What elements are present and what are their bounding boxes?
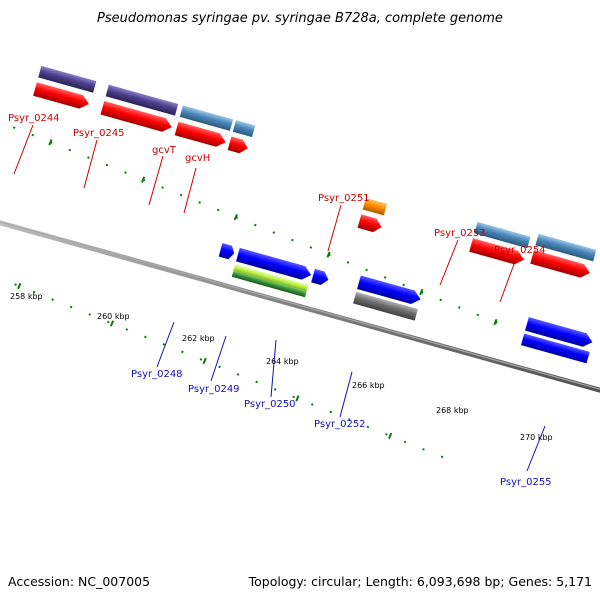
scale-label-258: 258 kbp [10,292,43,301]
gene-gcvh[interactable] [232,120,256,138]
scale-label-262: 262 kbp [182,334,215,343]
forward-gene-track [38,65,597,262]
gene-gcvt[interactable] [179,105,234,131]
forward-cds-track [33,82,592,280]
scale-label-270: 270 kbp [520,433,553,442]
genome-backbone [0,220,600,393]
label-psyr-0249[interactable]: Psyr_0249 [188,384,240,395]
gene-psyr-0249-lime[interactable] [233,264,309,292]
upper-tick-track [12,126,498,326]
cds-psyr-0252[interactable] [357,275,422,306]
label-psyr-0254[interactable]: Psyr_0254 [494,245,546,256]
cds-psyr-0244[interactable] [33,82,91,111]
label-psyr-0255[interactable]: Psyr_0255 [500,477,552,488]
cds-gcvt[interactable] [174,121,228,149]
label-psyr-0252[interactable]: Psyr_0252 [314,419,366,430]
cds-psyr-0245[interactable] [100,101,174,134]
reverse-gene-track [231,264,590,364]
label-psyr-0244[interactable]: Psyr_0244 [8,113,60,124]
gene-psyr-0249-green[interactable] [231,271,307,298]
scale-label-260: 260 kbp [97,312,130,321]
gene-psyr-0245[interactable] [105,84,179,116]
forward-labels: Psyr_0244 Psyr_0245 gcvT gcvH Psyr_0251 … [8,113,546,303]
label-gcvt[interactable]: gcvT [152,145,177,156]
scale-label-264: 264 kbp [266,357,299,366]
label-psyr-0245[interactable]: Psyr_0245 [73,128,125,139]
cds-gcvh[interactable] [227,136,250,156]
topology-text: Topology: circular; Length: 6,093,698 bp… [248,574,592,589]
cds-psyr-0251[interactable] [357,214,384,234]
gene-psyr-0253[interactable] [474,221,531,249]
label-gcvh[interactable]: gcvH [185,153,210,164]
label-psyr-0248[interactable]: Psyr_0248 [131,369,183,380]
label-psyr-0250[interactable]: Psyr_0250 [244,399,296,410]
scale-label-268: 268 kbp [436,406,469,415]
reverse-labels: Psyr_0248 Psyr_0249 Psyr_0250 Psyr_0252 … [131,321,552,488]
scale-label-266: 266 kbp [352,381,385,390]
gene-psyr-0255[interactable] [521,333,590,364]
cds-psyr-0254[interactable] [530,250,592,280]
scale-labels: 258 kbp 260 kbp 262 kbp 264 kbp 266 kbp … [10,292,553,442]
gene-psyr-0252[interactable] [353,291,418,321]
label-psyr-0251[interactable]: Psyr_0251 [318,193,370,204]
lower-tick-track [14,282,444,459]
gene-psyr-0251[interactable] [362,197,388,216]
cds-psyr-0250[interactable] [311,268,330,287]
cds-psyr-0248[interactable] [218,243,236,260]
map-title: Pseudomonas syringae pv. syringae B728a,… [97,11,503,26]
cds-psyr-0255[interactable] [525,317,594,349]
cds-psyr-0249[interactable] [236,247,313,282]
reverse-cds-track [218,243,594,349]
gene-psyr-0244[interactable] [38,65,97,93]
gene-psyr-0254[interactable] [535,233,597,262]
accession-text: Accession: NC_007005 [8,574,150,589]
label-psyr-0253[interactable]: Psyr_0253 [434,228,486,239]
cds-psyr-0253[interactable] [469,238,526,266]
